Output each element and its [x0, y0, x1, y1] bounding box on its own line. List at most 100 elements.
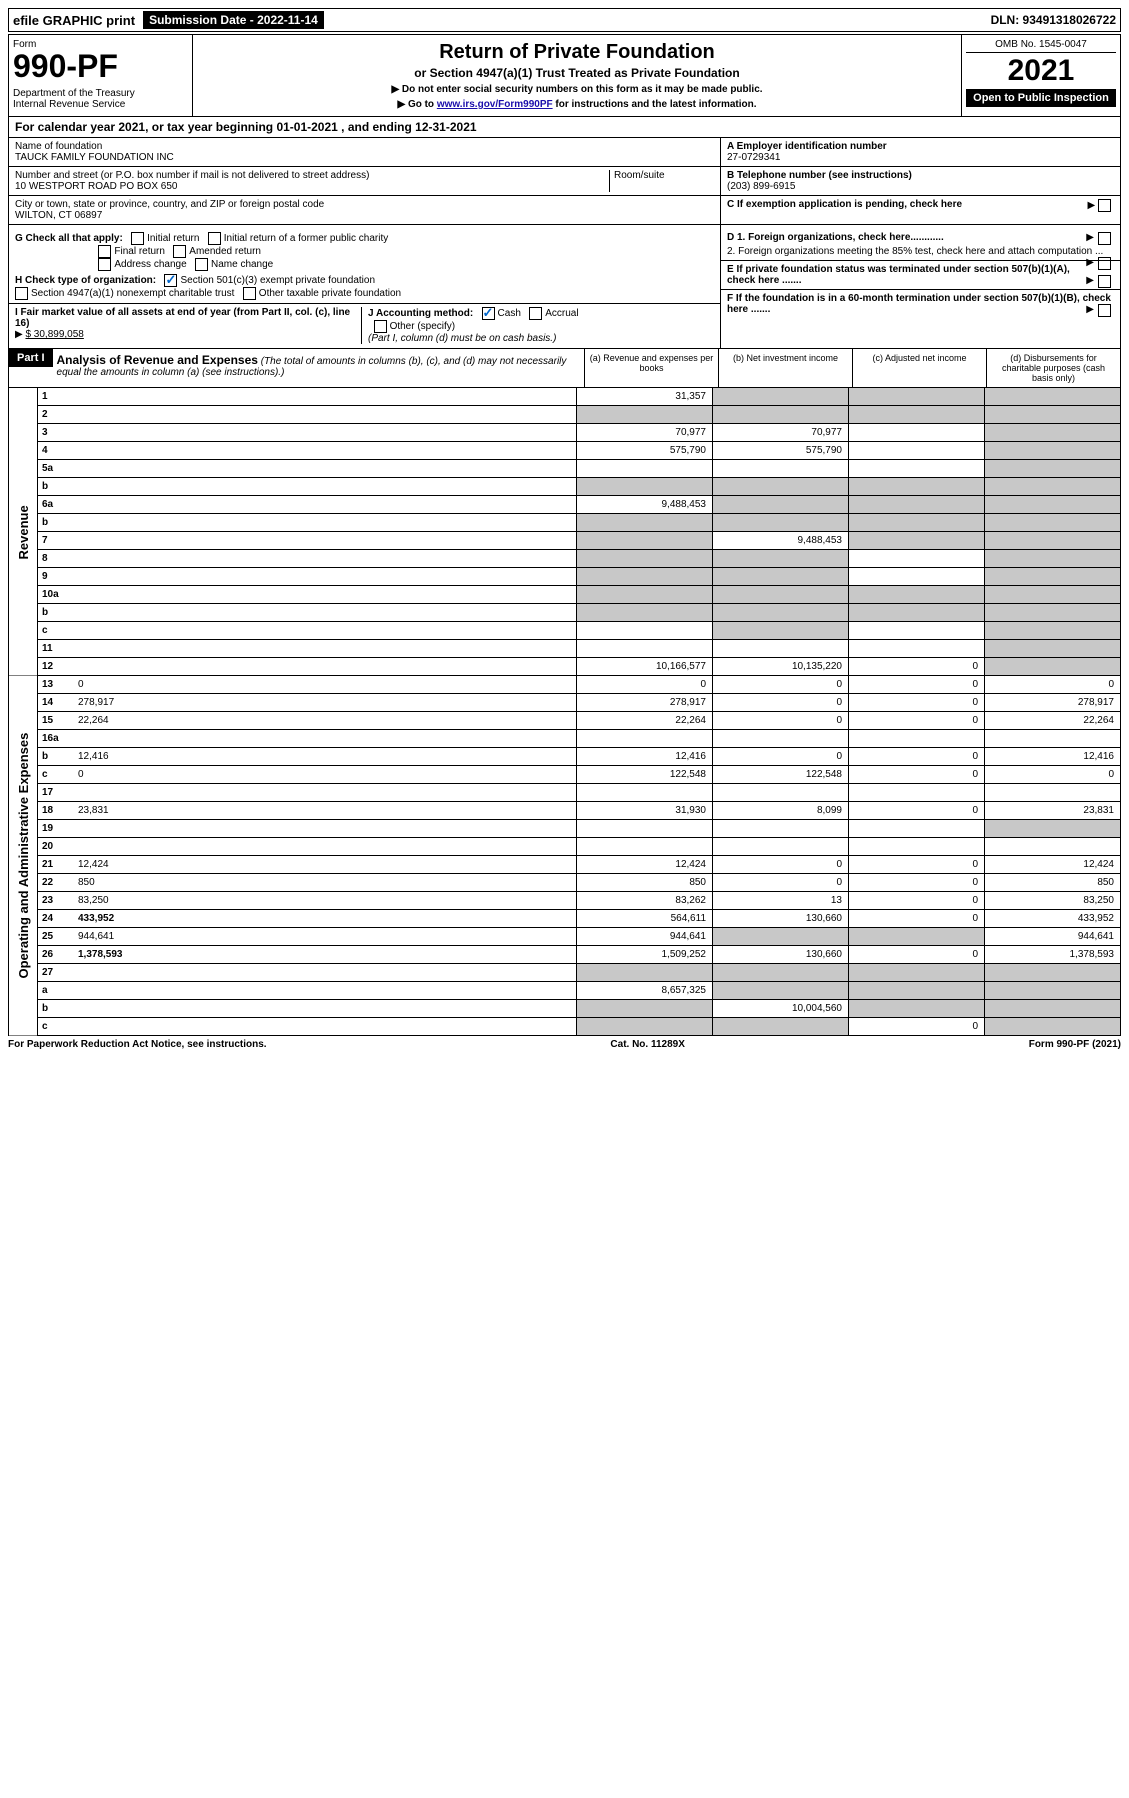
line-number: 3 — [38, 424, 75, 442]
value-cell — [577, 730, 713, 748]
value-cell — [849, 388, 985, 406]
line-number: 7 — [38, 532, 75, 550]
part1-header-row: Part I Analysis of Revenue and Expenses … — [8, 349, 1121, 388]
h-501c3-checkbox[interactable] — [164, 274, 177, 287]
value-cell — [577, 550, 713, 568]
value-cell: 0 — [985, 676, 1121, 694]
j-other-checkbox[interactable] — [374, 320, 387, 333]
value-cell: 23,831 — [985, 802, 1121, 820]
header-left: Form 990-PF Department of the Treasury I… — [9, 35, 193, 116]
line-number: c — [38, 1018, 75, 1036]
value-cell: 278,917 — [985, 694, 1121, 712]
h-4947-checkbox[interactable] — [15, 287, 28, 300]
d1-checkbox[interactable] — [1098, 232, 1111, 245]
line-description — [74, 568, 577, 586]
value-cell: 0 — [849, 1018, 985, 1036]
value-cell — [713, 568, 849, 586]
line-number: a — [38, 982, 75, 1000]
entity-info-grid: Name of foundation TAUCK FAMILY FOUNDATI… — [8, 138, 1121, 225]
line-number: 18 — [38, 802, 75, 820]
value-cell — [849, 784, 985, 802]
address-change-checkbox[interactable] — [98, 258, 111, 271]
h-other-checkbox[interactable] — [243, 287, 256, 300]
line-description — [74, 820, 577, 838]
table-row: 27 — [9, 964, 1121, 982]
value-cell — [713, 928, 849, 946]
value-cell: 0 — [849, 676, 985, 694]
g-row: G Check all that apply: Initial return I… — [15, 232, 714, 271]
line-description — [74, 460, 577, 478]
expenses-table: Operating and Administrative Expenses130… — [8, 676, 1121, 1036]
line-number: 1 — [38, 388, 75, 406]
value-cell: 10,166,577 — [577, 658, 713, 676]
calendar-year-line: For calendar year 2021, or tax year begi… — [8, 117, 1121, 138]
c-checkbox[interactable] — [1098, 199, 1111, 212]
entity-info-left: Name of foundation TAUCK FAMILY FOUNDATI… — [9, 138, 720, 224]
value-cell — [985, 442, 1121, 460]
final-return-checkbox[interactable] — [98, 245, 111, 258]
line-number: b — [38, 514, 75, 532]
value-cell — [985, 604, 1121, 622]
value-cell: 12,424 — [577, 856, 713, 874]
line-description: 83,250 — [74, 892, 577, 910]
line-description — [74, 496, 577, 514]
form-url-link[interactable]: www.irs.gov/Form990PF — [437, 99, 553, 110]
value-cell — [849, 622, 985, 640]
value-cell: 70,977 — [713, 424, 849, 442]
dln-number: DLN: 93491318026722 — [991, 13, 1116, 27]
line-description: 850 — [74, 874, 577, 892]
d2-row: 2. Foreign organizations meeting the 85%… — [727, 246, 1114, 257]
value-cell — [577, 1000, 713, 1018]
value-cell: 0 — [849, 712, 985, 730]
j-cash-checkbox[interactable] — [482, 307, 495, 320]
exemption-pending-cell: C If exemption application is pending, c… — [721, 196, 1120, 213]
j-accrual-checkbox[interactable] — [529, 307, 542, 320]
line-number: 9 — [38, 568, 75, 586]
value-cell — [849, 424, 985, 442]
efile-label: efile GRAPHIC print — [13, 13, 135, 28]
line-number: 26 — [38, 946, 75, 964]
value-cell: 1,509,252 — [577, 946, 713, 964]
form-number: 990-PF — [13, 50, 188, 82]
value-cell: 850 — [985, 874, 1121, 892]
value-cell: 0 — [713, 748, 849, 766]
value-cell: 0 — [713, 874, 849, 892]
value-cell: 9,488,453 — [577, 496, 713, 514]
value-cell: 122,548 — [577, 766, 713, 784]
value-cell — [849, 460, 985, 478]
revenue-table: Revenue131,3572370,97770,9774575,790575,… — [8, 388, 1121, 676]
line-description: 278,917 — [74, 694, 577, 712]
line-number: 5a — [38, 460, 75, 478]
initial-return-checkbox[interactable] — [131, 232, 144, 245]
initial-former-checkbox[interactable] — [208, 232, 221, 245]
f-checkbox[interactable] — [1098, 304, 1111, 317]
value-cell — [713, 982, 849, 1000]
value-cell: 0 — [713, 856, 849, 874]
value-cell: 31,357 — [577, 388, 713, 406]
value-cell — [985, 532, 1121, 550]
value-cell — [713, 622, 849, 640]
value-cell — [577, 478, 713, 496]
line-number: 11 — [38, 640, 75, 658]
value-cell — [985, 640, 1121, 658]
value-cell: 0 — [713, 712, 849, 730]
amended-return-checkbox[interactable] — [173, 245, 186, 258]
value-cell — [985, 964, 1121, 982]
value-cell — [713, 496, 849, 514]
value-cell: 944,641 — [985, 928, 1121, 946]
d2-checkbox[interactable] — [1098, 257, 1111, 270]
value-cell — [577, 568, 713, 586]
value-cell — [985, 658, 1121, 676]
value-cell — [849, 478, 985, 496]
line-description — [74, 478, 577, 496]
value-cell: 1,378,593 — [985, 946, 1121, 964]
e-checkbox[interactable] — [1098, 275, 1111, 288]
value-cell: 850 — [577, 874, 713, 892]
name-change-checkbox[interactable] — [195, 258, 208, 271]
city-cell: City or town, state or province, country… — [9, 196, 720, 224]
table-row: 5a — [9, 460, 1121, 478]
value-cell — [713, 388, 849, 406]
value-cell — [985, 496, 1121, 514]
value-cell — [713, 586, 849, 604]
side-label: Revenue — [9, 388, 38, 676]
